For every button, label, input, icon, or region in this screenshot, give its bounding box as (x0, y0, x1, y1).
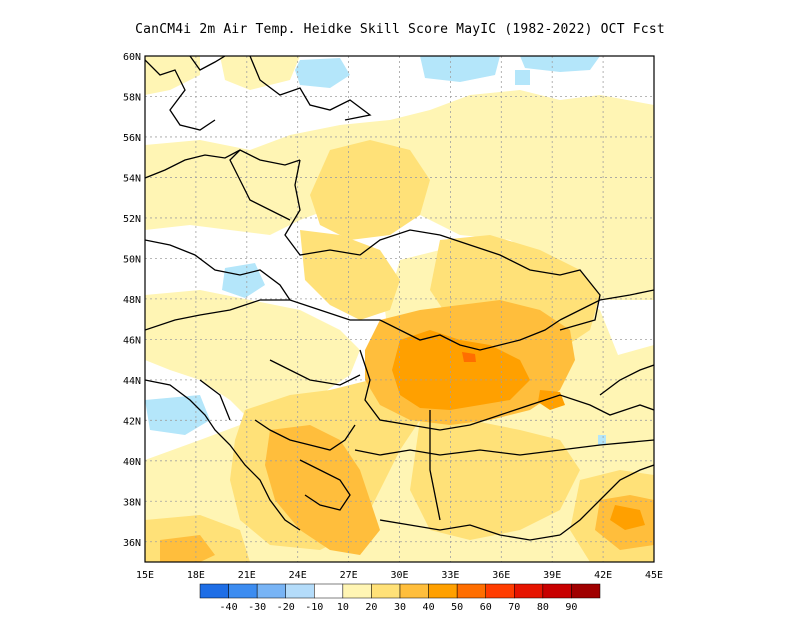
colorbar-label: 70 (508, 602, 520, 613)
plot-frame (144, 55, 655, 563)
coastlines-and-borders (145, 56, 654, 541)
colorbar-swatch (228, 583, 258, 599)
colorbar-swatch (571, 583, 601, 599)
lon-tick-label: 39E (543, 570, 561, 581)
lat-tick-label: 40N (123, 457, 141, 468)
colorbar-swatch (456, 583, 486, 599)
colorbar-swatch (542, 583, 572, 599)
colorbar-label: 60 (480, 602, 492, 613)
colorbar (199, 583, 601, 599)
colorbar-swatch (371, 583, 401, 599)
colorbar-swatch (256, 583, 286, 599)
colorbar-swatch (199, 583, 229, 599)
lat-tick-label: 48N (123, 295, 141, 306)
lon-tick-label: 30E (390, 570, 408, 581)
lat-tick-label: 54N (123, 173, 141, 184)
longitude-tick-labels: 15E 18E 21E 24E 27E 30E 33E 36E 39E 42E 45E (136, 570, 663, 581)
colorbar-label: 30 (394, 602, 406, 613)
lat-tick-label: 42N (123, 416, 141, 427)
colorbar-label: 90 (565, 602, 577, 613)
score-50-60-region (462, 352, 476, 362)
colorbar-label: 40 (423, 602, 435, 613)
colorbar-label: -30 (248, 602, 266, 613)
colorbar-label: -20 (277, 602, 295, 613)
colorbar-label: 10 (337, 602, 349, 613)
lon-tick-label: 15E (136, 570, 154, 581)
lat-tick-label: 58N (123, 92, 141, 103)
score-40-50-region (392, 330, 645, 530)
lat-tick-label: 44N (123, 376, 141, 387)
colorbar-swatch (314, 583, 344, 599)
lon-tick-label: 36E (492, 570, 510, 581)
score-neg-10-region (145, 56, 606, 445)
lat-tick-label: 36N (123, 538, 141, 549)
lon-tick-label: 24E (289, 570, 307, 581)
lat-tick-label: 56N (123, 133, 141, 144)
colorbar-label: 50 (451, 602, 463, 613)
lat-tick-label: 46N (123, 335, 141, 346)
colorbar-labels: -40 -30 -20 -10 10 20 30 40 50 60 70 80 90 (220, 602, 578, 613)
colorbar-swatch (428, 583, 458, 599)
lon-tick-label: 27E (340, 570, 358, 581)
map-grid (145, 56, 654, 562)
colorbar-label: -10 (305, 602, 323, 613)
lon-tick-label: 42E (594, 570, 612, 581)
lat-tick-label: 50N (123, 254, 141, 265)
lon-tick-label: 45E (645, 570, 663, 581)
lat-tick-label: 52N (123, 214, 141, 225)
colorbar-label: 20 (365, 602, 377, 613)
colorbar-swatch (342, 583, 372, 599)
lon-tick-label: 21E (238, 570, 256, 581)
skill-score-field (145, 56, 654, 562)
colorbar-swatch (485, 583, 515, 599)
lon-tick-label: 18E (187, 570, 205, 581)
colorbar-swatch (514, 583, 544, 599)
lon-tick-label: 33E (441, 570, 459, 581)
colorbar-label: -40 (220, 602, 238, 613)
latitude-tick-labels: 36N 38N 40N 42N 44N 46N 48N 50N 52N 54N 56N 58N 60N (123, 52, 141, 549)
chart-title: CanCM4i 2m Air Temp. Heidke Skill Score … (135, 22, 665, 37)
colorbar-swatch (285, 583, 315, 599)
lat-tick-label: 60N (123, 52, 141, 63)
colorbar-swatch (399, 583, 429, 599)
lat-tick-label: 38N (123, 497, 141, 508)
colorbar-label: 80 (537, 602, 549, 613)
